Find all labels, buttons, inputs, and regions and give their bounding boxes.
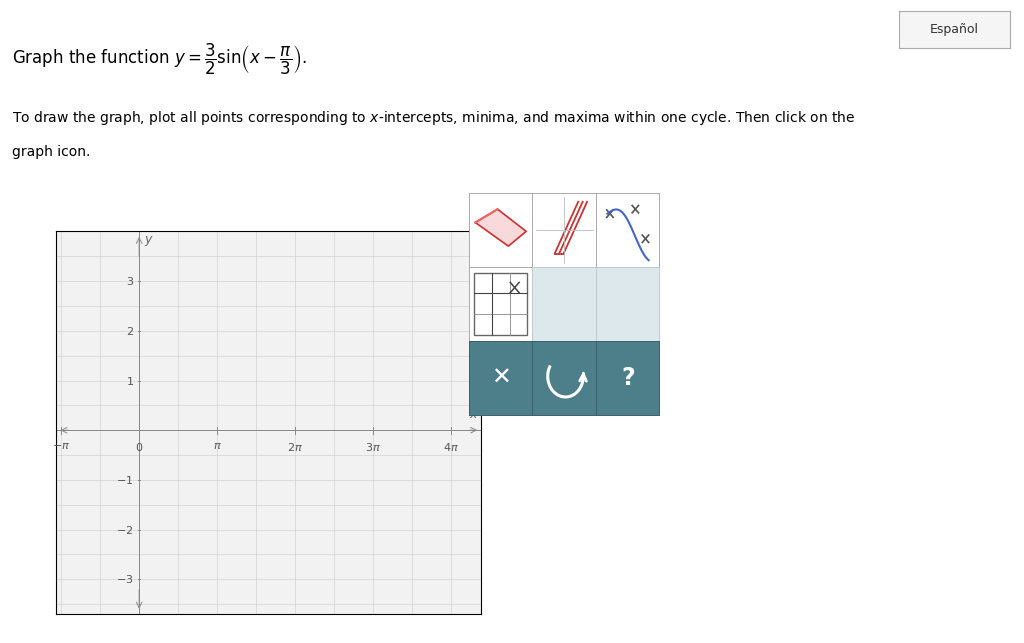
Text: $2\pi$: $2\pi$ (287, 441, 303, 453)
Text: ?: ? (621, 366, 635, 390)
Text: $0$: $0$ (135, 441, 143, 453)
Text: $3\pi$: $3\pi$ (365, 441, 381, 453)
Bar (474, 273, 527, 335)
Text: $1$: $1$ (126, 374, 134, 386)
Text: $x$: $x$ (469, 408, 479, 421)
Text: $-1$: $-1$ (117, 474, 134, 486)
Text: $y$: $y$ (143, 234, 154, 248)
Text: $\pi$: $\pi$ (213, 441, 221, 451)
Text: ✕: ✕ (490, 366, 511, 390)
Text: $3$: $3$ (126, 275, 134, 287)
Polygon shape (475, 209, 526, 246)
Text: To draw the graph, plot all points corresponding to $x$-intercepts, minima, and : To draw the graph, plot all points corre… (12, 109, 856, 127)
Text: $4\pi$: $4\pi$ (442, 441, 459, 453)
Text: graph icon.: graph icon. (12, 145, 91, 159)
Text: $-2$: $-2$ (117, 523, 134, 536)
Text: $-\pi$: $-\pi$ (52, 441, 71, 451)
Text: Graph the function $y=\dfrac{3}{2}\sin\!\left(x-\dfrac{\pi}{3}\right).$: Graph the function $y=\dfrac{3}{2}\sin\!… (12, 42, 307, 77)
Text: $-3$: $-3$ (117, 574, 134, 585)
Text: $2$: $2$ (126, 325, 134, 337)
Text: Español: Español (930, 23, 979, 36)
